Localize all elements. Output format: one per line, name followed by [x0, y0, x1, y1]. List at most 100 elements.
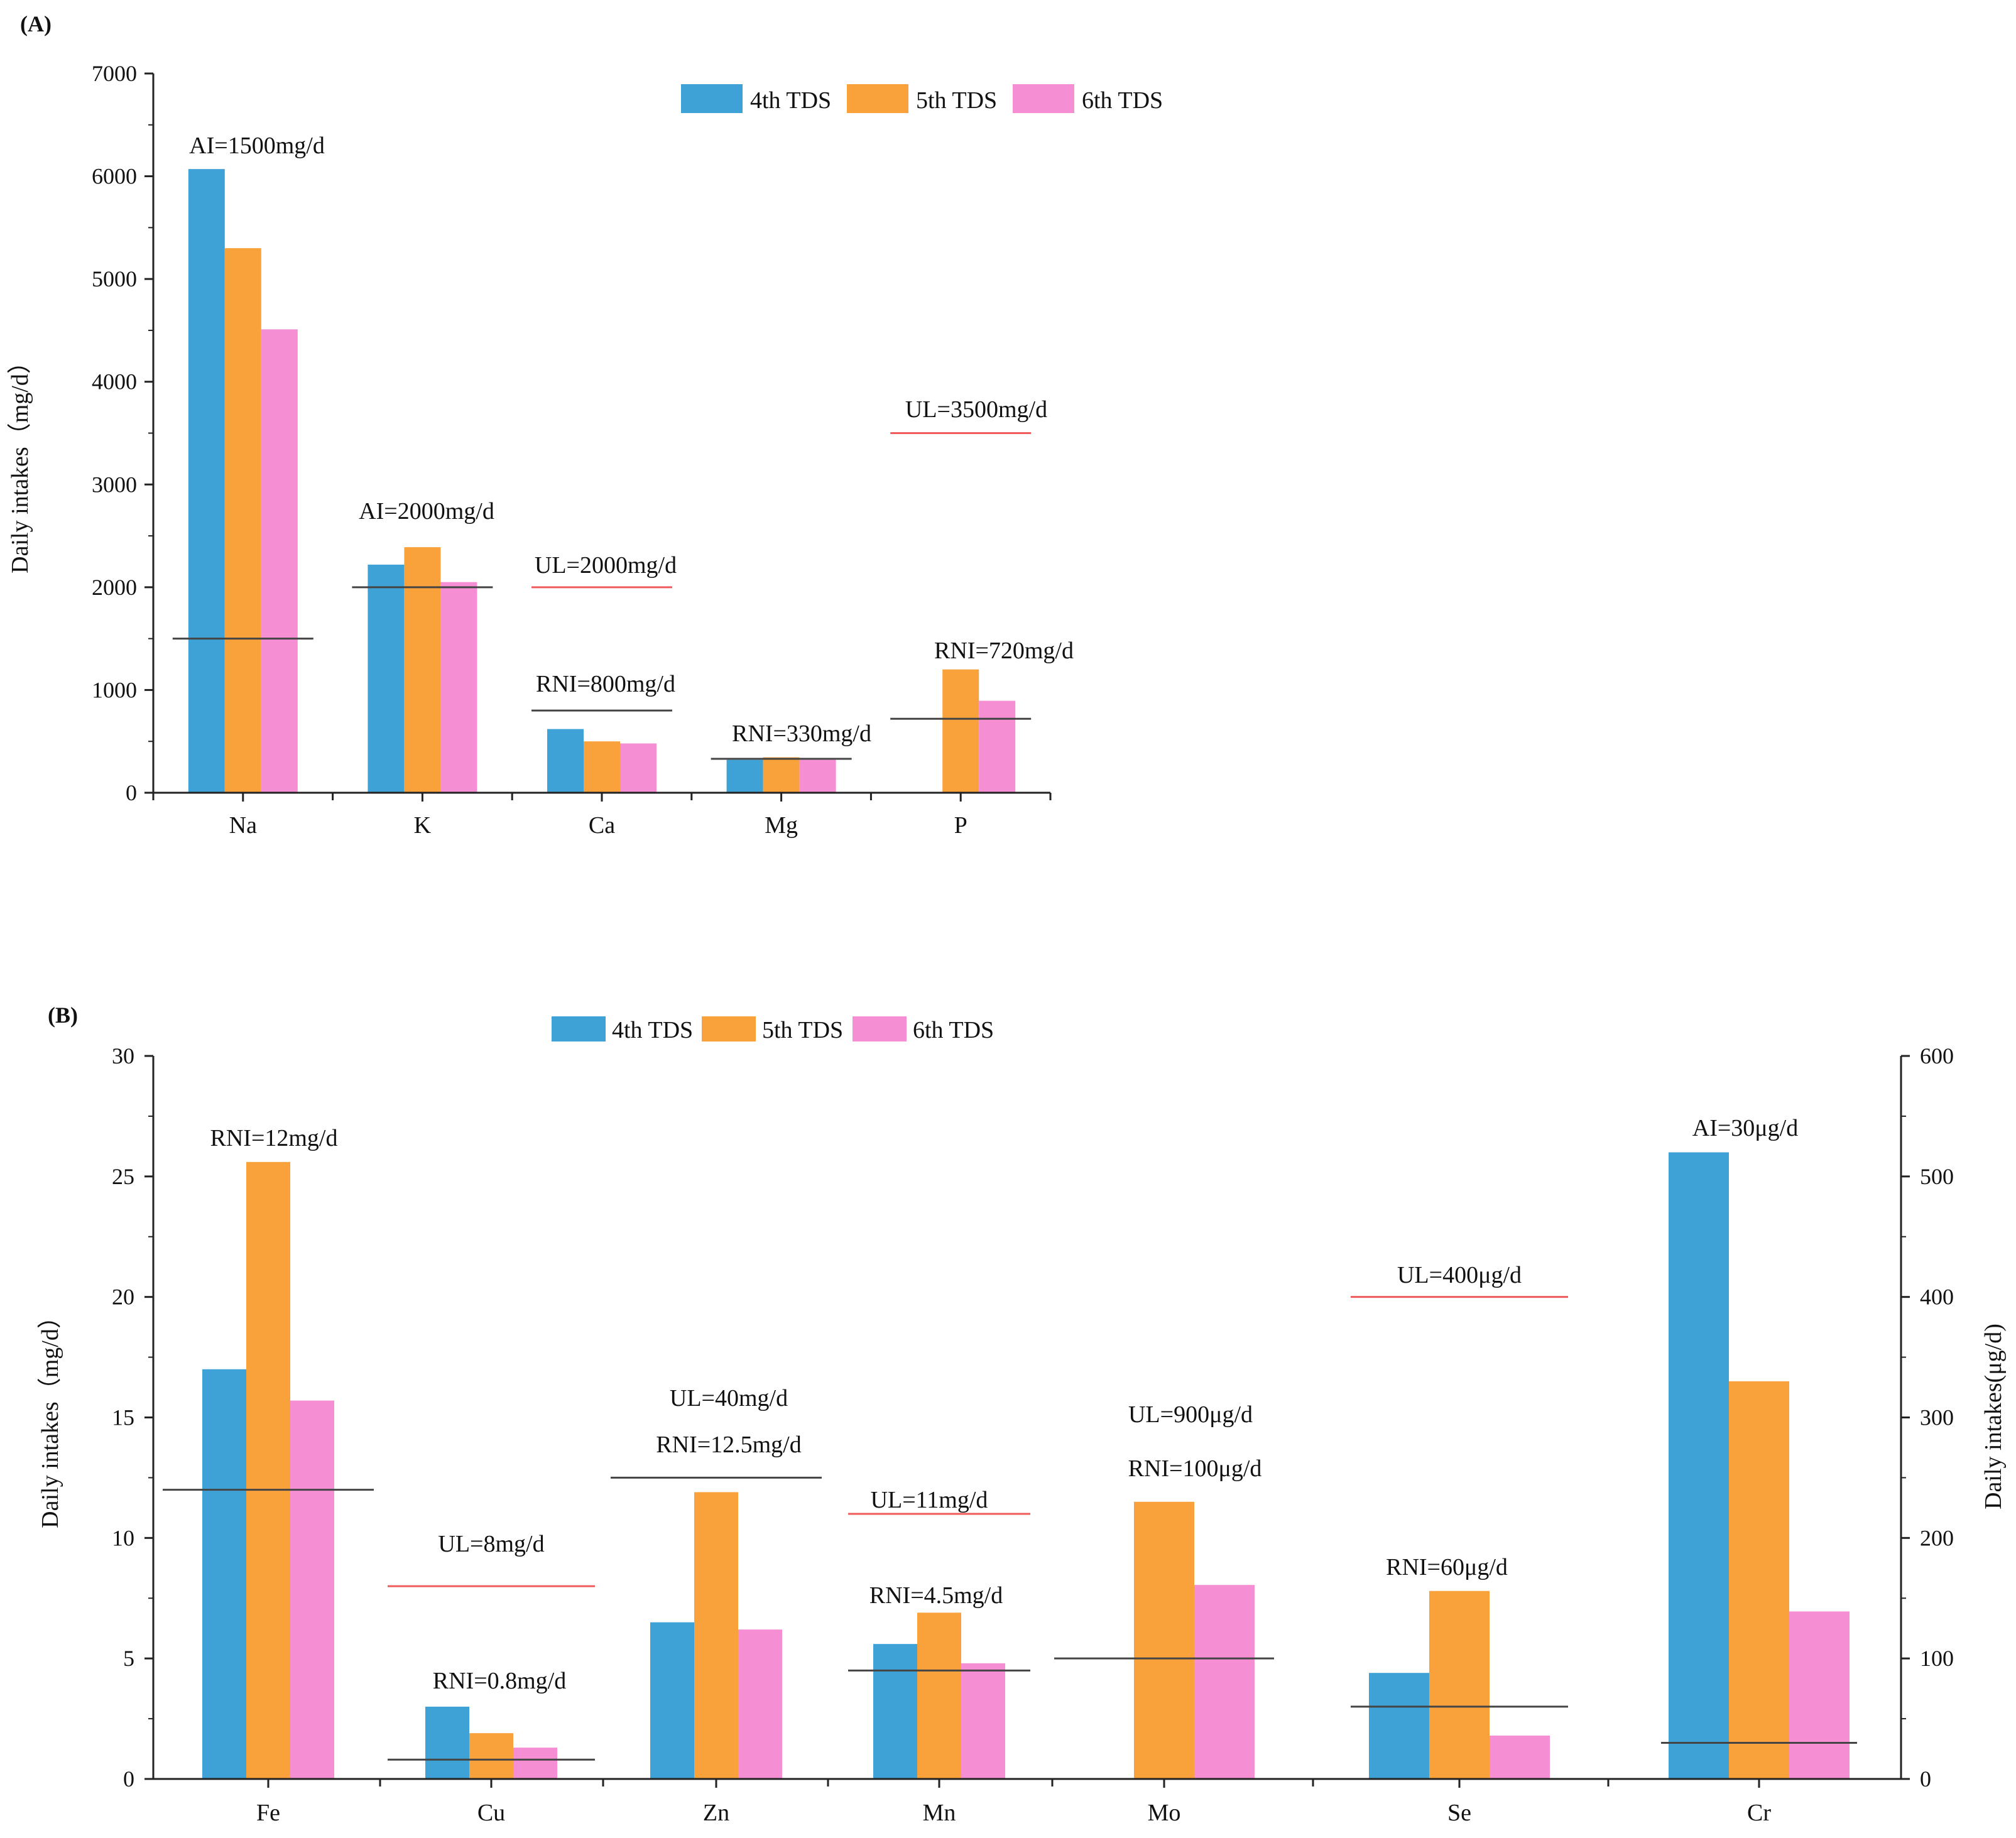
panel-a: (A) Daily intakes（mg/d） 0 1000 2000 3000 400… [7, 11, 1163, 839]
panel-a-y-tick-label: 1000 [92, 677, 137, 702]
panel-b-bar-6th-tds-fe [290, 1400, 334, 1779]
panel-a-x-tick-label: P [954, 812, 967, 839]
panel-b-left-y-tick-label: 5 [123, 1646, 134, 1671]
panel-a-y-tick-label: 7000 [92, 61, 137, 86]
panel-b-reference-label: AI=30μg/d [1692, 1115, 1798, 1141]
panel-b-left-y-axis-title: Daily intakes（mg/d） [37, 1305, 63, 1528]
panel-a-reference-label: RNI=330mg/d [732, 721, 871, 747]
panel-a-bars [188, 169, 1016, 793]
panel-b-reference-label: UL=40mg/d [670, 1385, 788, 1411]
panel-a-y-axis-title: Daily intakes（mg/d） [7, 350, 33, 574]
panel-a-bar-4th-tds-na [188, 169, 225, 793]
panel-b-bar-5th-tds-cr [1729, 1381, 1789, 1779]
panel-b-x-tick-label: Cr [1747, 1800, 1771, 1826]
panel-a-bar-4th-tds-mg [726, 759, 763, 793]
panel-b-bar-5th-tds-se [1429, 1591, 1490, 1779]
panel-b-bar-4th-tds-mn [873, 1644, 917, 1779]
panel-b-bar-5th-tds-zn [694, 1492, 738, 1779]
panel-a-y-tick-label: 4000 [92, 369, 137, 394]
panel-b-left-y-tick-label: 10 [112, 1525, 134, 1550]
panel-a-y-tick-label: 0 [126, 780, 137, 805]
panel-a-y-tick-label: 2000 [92, 575, 137, 600]
panel-a-reference-label: AI=1500mg/d [189, 133, 325, 159]
panel-a-bar-5th-tds-mg [763, 757, 800, 793]
panel-b-right-y-tick-label: 100 [1920, 1646, 1954, 1671]
panel-a-legend-swatch [847, 84, 908, 113]
panel-b-reference-label: UL=11mg/d [871, 1487, 988, 1513]
panel-b-bar-4th-tds-fe [202, 1369, 246, 1779]
panel-a-x-tick-label: Na [229, 812, 257, 839]
panel-a-reference-label: UL=3500mg/d [905, 396, 1047, 423]
panel-a-legend-swatch [681, 84, 743, 113]
panel-b-legend: 4th TDS 5th TDS 6th TDS [552, 1016, 994, 1043]
panel-a-bar-6th-tds-mg [799, 759, 836, 793]
panel-a-axes: 0 1000 2000 3000 4000 5000 6000 7000 Na K Ca Mg P [92, 61, 1052, 839]
panel-a-bar-5th-tds-p [942, 669, 979, 793]
panel-b-x-tick-label: Fe [256, 1800, 280, 1826]
panel-b-bar-4th-tds-se [1369, 1673, 1429, 1779]
panel-b-x-tick-label: Mo [1148, 1800, 1181, 1826]
panel-a-bar-6th-tds-ca [620, 743, 657, 793]
panel-b-right-y-tick-label: 0 [1920, 1766, 1931, 1792]
panel-b-legend-swatch [702, 1016, 756, 1041]
panel-b-x-tick-label: Zn [703, 1800, 729, 1826]
panel-a-y-tick-label: 5000 [92, 266, 137, 291]
panel-b-bar-6th-tds-se [1490, 1735, 1550, 1779]
panel-a-bar-4th-tds-k [368, 564, 405, 793]
panel-a-bar-6th-tds-k [440, 582, 477, 793]
panel-a-reference-label: UL=2000mg/d [535, 552, 677, 579]
panel-b-reference-label: RNI=4.5mg/d [869, 1582, 1003, 1609]
panel-b-reference-label: UL=8mg/d [438, 1531, 544, 1557]
panel-b-bar-6th-tds-cr [1789, 1611, 1850, 1779]
panel-b-reference-label: RNI=60μg/d [1386, 1554, 1508, 1580]
panel-b-legend-swatch [552, 1016, 606, 1041]
panel-a-reference-label: AI=2000mg/d [359, 498, 494, 525]
panel-a-x-tick-label: Ca [589, 812, 615, 839]
panel-a-x-tick-label: Mg [765, 812, 798, 839]
panel-a-bar-5th-tds-na [224, 248, 261, 793]
panel-b-legend-swatch [853, 1016, 907, 1041]
panel-b-reference-label: RNI=12mg/d [210, 1125, 338, 1151]
panel-a-reference-label: RNI=800mg/d [536, 671, 675, 697]
panel-a-tag: (A) [20, 11, 52, 36]
panel-a-bar-4th-tds-ca [547, 729, 584, 793]
panel-b-legend-label: 5th TDS [762, 1017, 843, 1043]
panel-b-left-y-tick-label: 0 [123, 1766, 134, 1792]
panel-b-left-y-tick-label: 25 [112, 1164, 134, 1189]
panel-a-bar-5th-tds-k [404, 547, 441, 793]
panel-b-bar-4th-tds-cr [1669, 1152, 1729, 1779]
panel-b-x-tick-label: Mn [923, 1800, 956, 1826]
panel-b: (B) Daily intakes（mg/d） Daily intakes(μg… [37, 1003, 2007, 1826]
panel-a-y-tick-label: 3000 [92, 472, 137, 497]
panel-a-legend-swatch [1013, 84, 1074, 113]
panel-a-bar-6th-tds-p [979, 700, 1016, 793]
panel-b-bar-6th-tds-zn [738, 1629, 782, 1779]
panel-a-legend: 4th TDS 5th TDS 6th TDS [681, 84, 1163, 114]
panel-b-left-y-tick-label: 20 [112, 1285, 134, 1310]
panel-b-bar-6th-tds-cu [513, 1748, 557, 1779]
panel-b-reference-label: UL=900μg/d [1128, 1401, 1253, 1428]
panel-a-y-tick-label: 6000 [92, 164, 137, 189]
panel-b-left-y-tick-label: 15 [112, 1405, 134, 1430]
panel-b-reference-label: RNI=12.5mg/d [656, 1432, 802, 1458]
panel-b-bar-5th-tds-fe [246, 1161, 290, 1779]
panel-a-reference-label: RNI=720mg/d [934, 638, 1074, 664]
panel-b-left-y-tick-label: 30 [112, 1043, 134, 1069]
panel-b-bar-4th-tds-zn [650, 1622, 694, 1779]
panel-b-reference-label: UL=400μg/d [1397, 1262, 1522, 1288]
panel-b-right-y-tick-label: 500 [1920, 1164, 1954, 1189]
panel-b-bar-4th-tds-cu [425, 1706, 469, 1779]
panel-b-legend-label: 6th TDS [913, 1017, 994, 1043]
panel-a-legend-label: 5th TDS [916, 87, 997, 114]
panel-a-bar-6th-tds-na [261, 329, 298, 793]
panel-b-reference-lines: RNI=12mg/d UL=8mg/d RNI=0.8mg/d UL=40mg/d RN… [163, 1115, 1857, 1761]
panel-b-bar-5th-tds-mo [1134, 1501, 1194, 1779]
panel-b-reference-label: RNI=0.8mg/d [433, 1668, 567, 1694]
panel-a-legend-label: 6th TDS [1082, 87, 1163, 114]
panel-b-x-tick-label: Cu [477, 1800, 505, 1826]
panel-b-bar-5th-tds-mn [917, 1612, 961, 1779]
panel-b-right-y-tick-label: 400 [1920, 1285, 1954, 1310]
panel-b-right-y-tick-label: 600 [1920, 1043, 1954, 1069]
